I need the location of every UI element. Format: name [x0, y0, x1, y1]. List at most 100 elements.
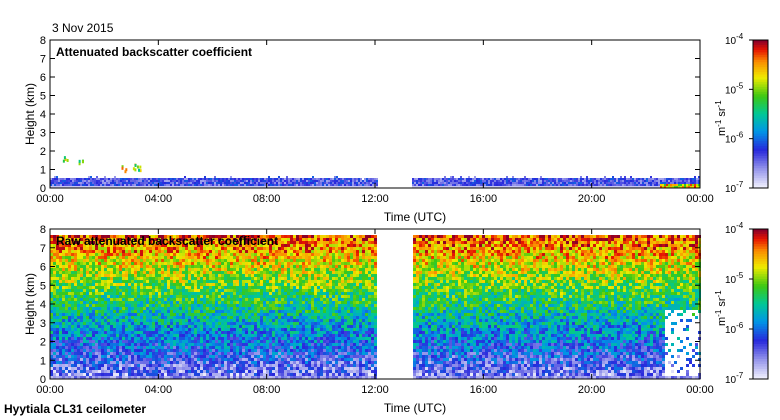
heatmap-cell	[512, 176, 514, 178]
heatmap-cell	[95, 295, 98, 298]
heatmap-cell	[84, 180, 86, 182]
heatmap-cell	[221, 355, 224, 358]
heatmap-cell	[206, 358, 209, 361]
heatmap-cell	[68, 307, 71, 310]
heatmap-cell	[203, 274, 206, 277]
heatmap-cell	[112, 184, 114, 186]
heatmap-cell	[173, 334, 176, 337]
heatmap-cell	[542, 178, 544, 180]
heatmap-cell	[676, 180, 678, 182]
heatmap-cell	[488, 180, 490, 182]
heatmap-cell	[638, 186, 640, 188]
heatmap-cell	[568, 184, 570, 186]
heatmap-cell	[80, 334, 83, 337]
heatmap-cell	[155, 376, 158, 379]
heatmap-cell	[233, 289, 236, 292]
heatmap-cell	[76, 186, 78, 188]
heatmap-cell	[176, 277, 179, 280]
heatmap-cell	[212, 325, 215, 328]
heatmap-cell	[68, 316, 71, 319]
heatmap-cell	[161, 256, 164, 259]
heatmap-cell	[128, 295, 131, 298]
heatmap-cell	[554, 184, 556, 186]
heatmap-cell	[245, 301, 248, 304]
heatmap-cell	[143, 310, 146, 313]
heatmap-cell	[484, 186, 486, 188]
heatmap-cell	[164, 289, 167, 292]
heatmap-cell	[62, 352, 65, 355]
heatmap-cell	[654, 186, 656, 188]
heatmap-cell	[242, 361, 245, 364]
heatmap-cell	[239, 334, 242, 337]
heatmap-cell	[158, 292, 161, 295]
heatmap-cell	[185, 304, 188, 307]
heatmap-cell	[206, 295, 209, 298]
heatmap-cell	[224, 352, 227, 355]
heatmap-cell	[452, 184, 454, 186]
heatmap-cell	[119, 250, 122, 253]
heatmap-cell	[158, 310, 161, 313]
heatmap-cell	[68, 349, 71, 352]
heatmap-cell	[119, 286, 122, 289]
heatmap-cell	[198, 182, 200, 184]
colorbar-tick-label: 10-4	[725, 32, 744, 47]
heatmap-cell	[200, 319, 203, 322]
heatmap-cell	[152, 184, 154, 186]
heatmap-cell	[198, 180, 200, 182]
heatmap-cell	[472, 186, 474, 188]
heatmap-cell	[200, 355, 203, 358]
heatmap-cell	[76, 180, 78, 182]
heatmap-cell	[140, 280, 143, 283]
heatmap-cell	[680, 180, 682, 182]
heatmap-cell	[251, 307, 254, 310]
heatmap-cell	[692, 182, 694, 184]
heatmap-cell	[215, 343, 218, 346]
heatmap-cell	[294, 180, 296, 182]
heatmap-cell	[137, 265, 140, 268]
heatmap-cell	[203, 295, 206, 298]
heatmap-cell	[173, 259, 176, 262]
heatmap-cell	[486, 184, 488, 186]
heatmap-cell	[362, 180, 364, 182]
heatmap-cell	[80, 244, 83, 247]
heatmap-cell	[236, 259, 239, 262]
heatmap-cell	[276, 180, 278, 182]
heatmap-cell	[71, 274, 74, 277]
heatmap-cell	[209, 289, 212, 292]
heatmap-cell	[120, 184, 122, 186]
heatmap-cell	[182, 307, 185, 310]
heatmap-cell	[168, 182, 170, 184]
heatmap-cell	[200, 241, 203, 244]
heatmap-cell	[412, 180, 414, 182]
heatmap-cell	[83, 352, 86, 355]
heatmap-cell	[251, 328, 254, 331]
heatmap-cell	[107, 358, 110, 361]
heatmap-cell	[644, 186, 646, 188]
heatmap-cell	[185, 283, 188, 286]
heatmap-cell	[188, 352, 191, 355]
heatmap-cell	[86, 250, 89, 253]
heatmap-cell	[634, 182, 636, 184]
heatmap-cell	[188, 277, 191, 280]
heatmap-cell	[222, 182, 224, 184]
heatmap-cell	[62, 265, 65, 268]
heatmap-cell	[190, 180, 192, 182]
heatmap-cell	[614, 184, 616, 186]
heatmap-cell	[206, 343, 209, 346]
heatmap-cell	[236, 283, 239, 286]
heatmap-cell	[540, 182, 542, 184]
heatmap-cell	[500, 180, 502, 182]
heatmap-cell	[59, 322, 62, 325]
heatmap-cell	[182, 328, 185, 331]
heatmap-cell	[89, 325, 92, 328]
heatmap-cell	[149, 304, 152, 307]
heatmap-cell	[134, 307, 137, 310]
heatmap-cell	[182, 274, 185, 277]
heatmap-cell	[113, 367, 116, 370]
heatmap-cell	[131, 298, 134, 301]
heatmap-cell	[176, 238, 179, 241]
heatmap-cell	[364, 184, 366, 186]
heatmap-cell	[95, 331, 98, 334]
heatmap-cell	[173, 274, 176, 277]
heatmap-cell	[200, 268, 203, 271]
